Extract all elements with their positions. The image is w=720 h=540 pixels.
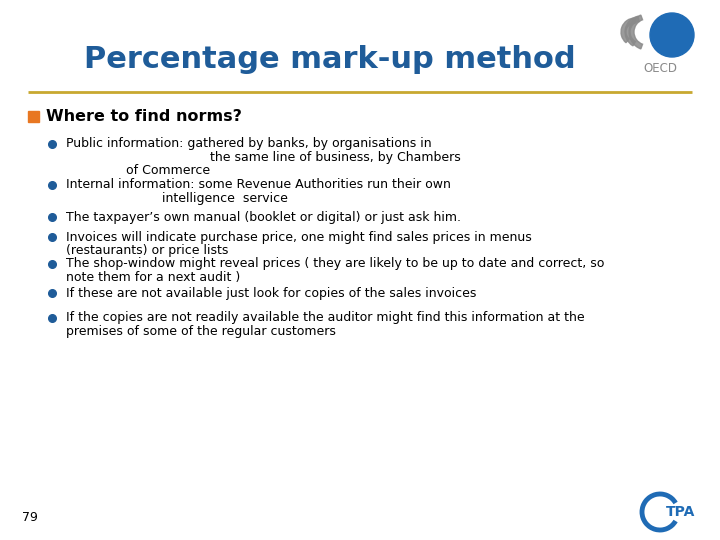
Wedge shape [629, 15, 642, 49]
Text: If the copies are not readily available the auditor might find this information : If the copies are not readily available … [66, 312, 585, 325]
Bar [28, 111, 39, 122]
Text: of Commerce: of Commerce [66, 165, 210, 178]
Text: Percentage mark-up method: Percentage mark-up method [84, 45, 576, 75]
Text: The shop-window might reveal prices ( they are likely to be up to date and corre: The shop-window might reveal prices ( th… [66, 258, 604, 271]
Text: Public information: gathered by banks, by organisations in: Public information: gathered by banks, b… [66, 138, 431, 151]
Circle shape [650, 13, 694, 57]
Text: note them for a next audit ): note them for a next audit ) [66, 271, 240, 284]
Wedge shape [621, 18, 635, 43]
Text: (restaurants) or price lists: (restaurants) or price lists [66, 244, 228, 257]
Text: Where to find norms?: Where to find norms? [46, 109, 242, 124]
Text: Internal information: some Revenue Authorities run their own: Internal information: some Revenue Autho… [66, 179, 451, 192]
Text: the same line of business, by Chambers: the same line of business, by Chambers [66, 151, 461, 164]
Text: The taxpayer’s own manual (booklet or digital) or just ask him.: The taxpayer’s own manual (booklet or di… [66, 211, 461, 224]
Text: premises of some of the regular customers: premises of some of the regular customer… [66, 325, 336, 338]
Wedge shape [625, 16, 639, 46]
Text: 79: 79 [22, 511, 38, 524]
Text: intelligence  service: intelligence service [66, 192, 288, 205]
Text: If these are not available just look for copies of the sales invoices: If these are not available just look for… [66, 287, 477, 300]
Text: TPA: TPA [666, 505, 696, 519]
Text: OECD: OECD [643, 62, 677, 75]
Text: Invoices will indicate purchase price, one might find sales prices in menus: Invoices will indicate purchase price, o… [66, 231, 532, 244]
